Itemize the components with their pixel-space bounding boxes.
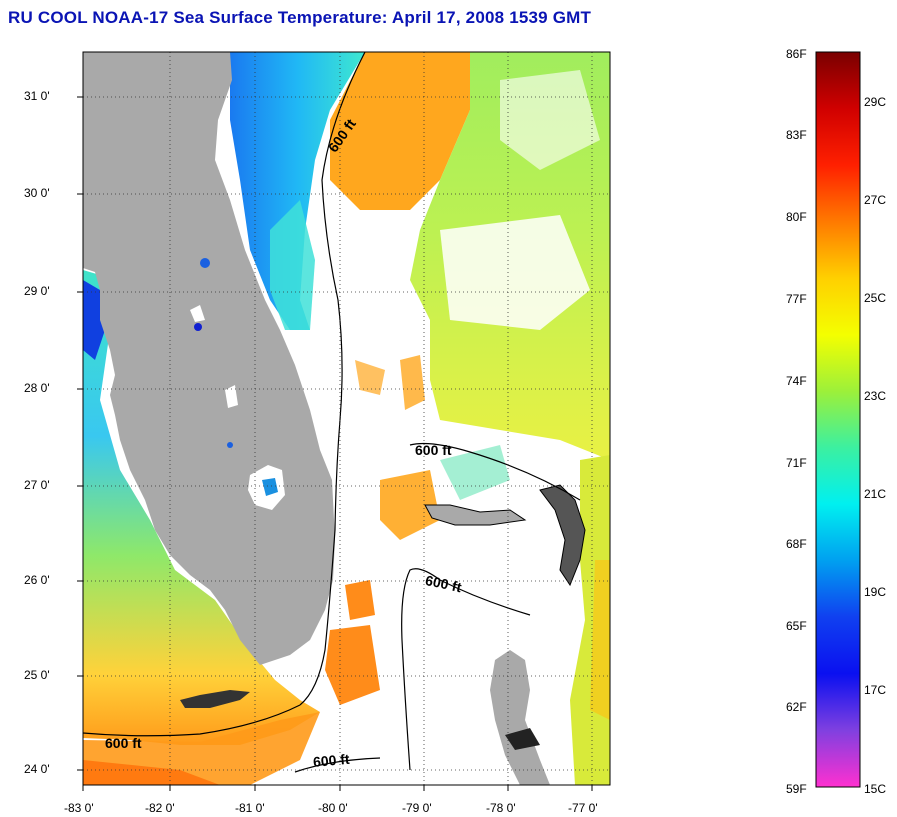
y-tick-label: 24 0' — [24, 762, 50, 776]
isobath-600ft-south — [294, 757, 381, 773]
y-tick-label: 26 0' — [24, 573, 50, 587]
y-axis: 31 0' 30 0' 29 0' 28 0' 27 0' 26 0' 25 0… — [24, 89, 50, 776]
y-tick-label: 29 0' — [24, 284, 50, 298]
x-tick-label: -81 0' — [235, 801, 265, 815]
gulf-cool-band — [83, 280, 105, 360]
map-plot-area — [83, 52, 610, 785]
isobath-600ft-atlantic — [299, 52, 366, 706]
isobath-600ft-bahama-north — [409, 442, 581, 501]
page-title: RU COOL NOAA-17 Sea Surface Temperature:… — [8, 8, 592, 27]
cloud-patch — [440, 215, 590, 330]
x-tick-label: -77 0' — [568, 801, 598, 815]
warm-patch — [325, 625, 380, 705]
inland-lake — [194, 323, 202, 331]
cloud-patch — [500, 70, 600, 170]
warm-patch — [400, 355, 425, 410]
x-tick-label: -79 0' — [402, 801, 432, 815]
gulf-stream-sst — [330, 52, 470, 210]
y-tick-label: 27 0' — [24, 478, 50, 492]
warm-patch — [355, 360, 385, 395]
contour-label: 600 ft — [312, 751, 350, 770]
gulf-sst-region — [83, 270, 320, 745]
y-tick-label: 31 0' — [24, 89, 50, 103]
florida-land — [83, 52, 335, 665]
x-axis: -83 0' -82 0' -81 0' -80 0' -79 0' -78 0… — [64, 801, 598, 815]
south-warm-sst-inner — [83, 760, 220, 785]
x-tick-label: -82 0' — [145, 801, 175, 815]
warm-patch — [345, 580, 375, 620]
contour-label: 600 ft — [424, 572, 463, 595]
y-tick-label: 30 0' — [24, 186, 50, 200]
contour-label: 600 ft — [415, 442, 452, 458]
tick-marks — [77, 96, 593, 791]
inland-lake — [227, 442, 233, 448]
inland-lake — [225, 385, 238, 408]
atlantic-coastal-sst — [230, 52, 365, 330]
x-tick-label: -80 0' — [318, 801, 348, 815]
andros — [490, 650, 550, 785]
isobath-600ft-tongue — [401, 568, 531, 771]
y-tick-label: 28 0' — [24, 381, 50, 395]
y-tick-label: 25 0' — [24, 668, 50, 682]
lake-okeechobee-sst — [262, 478, 278, 496]
inland-lake — [200, 258, 210, 268]
contour-label: 600 ft — [105, 735, 142, 751]
x-tick-label: -83 0' — [64, 801, 94, 815]
andros-detail — [505, 728, 540, 750]
florida-keys — [180, 690, 250, 708]
x-tick-label: -78 0' — [486, 801, 516, 815]
warm-patch — [380, 470, 440, 540]
isobath-600ft-keys — [83, 704, 301, 737]
map-frame — [82, 51, 611, 786]
inland-lake — [190, 305, 205, 322]
bahamas-sst-east-inner — [590, 560, 610, 720]
atlantic-cyan-band — [270, 200, 315, 330]
grand-bahama — [424, 504, 527, 526]
